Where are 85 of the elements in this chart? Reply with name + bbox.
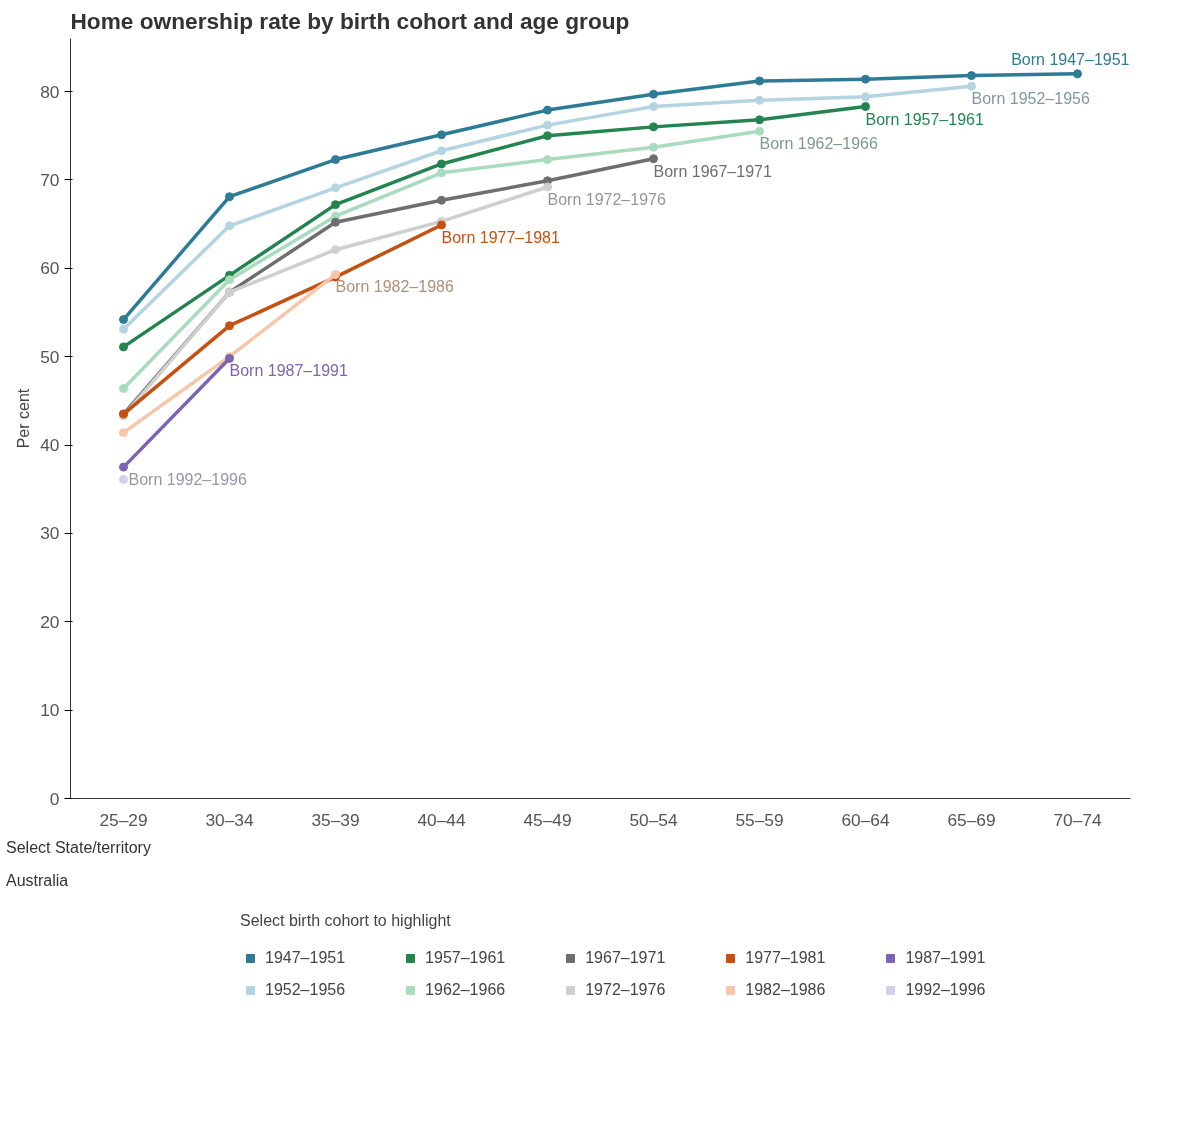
annotation: Born 1972–1976 bbox=[547, 190, 666, 208]
legend-label: 1992–1996 bbox=[905, 980, 986, 999]
y-tick-label: 80 bbox=[40, 81, 60, 102]
legend-label: 1987–1991 bbox=[905, 948, 986, 967]
point bbox=[543, 105, 552, 115]
annotation: Born 1962–1966 bbox=[759, 135, 878, 153]
point bbox=[331, 245, 340, 255]
annotation: Born 1952–1956 bbox=[971, 90, 1090, 108]
y-tick-label: 40 bbox=[40, 435, 60, 456]
x-tick-label: 25–29 bbox=[99, 809, 148, 830]
y-tick-label: 0 bbox=[49, 788, 60, 809]
point bbox=[119, 324, 128, 334]
point bbox=[331, 155, 340, 165]
point bbox=[331, 217, 340, 227]
annotation: Born 1967–1971 bbox=[653, 162, 772, 180]
y-tick-label: 30 bbox=[40, 523, 60, 544]
point bbox=[755, 126, 764, 136]
point bbox=[755, 115, 764, 125]
point bbox=[967, 81, 976, 91]
legend-label: 1952–1956 bbox=[265, 980, 346, 999]
legend-label: 1957–1961 bbox=[425, 948, 506, 967]
point bbox=[543, 182, 552, 192]
annotation: Born 1947–1951 bbox=[1011, 50, 1130, 68]
point bbox=[225, 192, 234, 202]
point bbox=[437, 159, 446, 169]
legend-label: 1962–1966 bbox=[425, 980, 506, 999]
legend-label: 1947–1951 bbox=[265, 948, 346, 967]
y-tick-label: 70 bbox=[40, 169, 60, 190]
point bbox=[649, 154, 658, 164]
point bbox=[225, 275, 234, 285]
point bbox=[225, 221, 234, 231]
point bbox=[649, 142, 658, 152]
text: Australia bbox=[6, 870, 69, 891]
annotation: Born 1957–1961 bbox=[865, 110, 984, 128]
x-tick-label: 50–54 bbox=[629, 809, 678, 830]
point bbox=[437, 146, 446, 156]
point bbox=[649, 89, 658, 99]
annotation: Born 1977–1981 bbox=[441, 228, 560, 246]
legend-label: 1982–1986 bbox=[745, 980, 826, 999]
point bbox=[543, 120, 552, 130]
point bbox=[119, 462, 128, 472]
point bbox=[119, 342, 128, 352]
point bbox=[861, 74, 870, 84]
legend-label: 1972–1976 bbox=[585, 980, 666, 999]
y-tick-label: 20 bbox=[40, 611, 60, 632]
point bbox=[861, 102, 870, 112]
text: Select State/territory bbox=[6, 838, 151, 858]
point bbox=[225, 321, 234, 331]
point bbox=[755, 76, 764, 86]
point bbox=[331, 183, 340, 193]
point bbox=[437, 195, 446, 205]
point bbox=[437, 220, 446, 230]
x-tick-label: 40–44 bbox=[417, 809, 466, 830]
y-tick-label: 50 bbox=[40, 346, 60, 367]
x-tick-label: 35–39 bbox=[311, 809, 360, 830]
legend-label: 1977–1981 bbox=[745, 948, 826, 967]
point bbox=[1073, 69, 1082, 79]
x-tick-label: 30–34 bbox=[205, 809, 254, 830]
point bbox=[119, 428, 128, 438]
point bbox=[755, 95, 764, 105]
point bbox=[437, 130, 446, 140]
legend-label: 1967–1971 bbox=[585, 948, 666, 967]
x-tick-label: 70–74 bbox=[1053, 809, 1102, 830]
point bbox=[543, 131, 552, 141]
annotation: Born 1982–1986 bbox=[335, 278, 454, 296]
legend-title: Select birth cohort to highlight bbox=[240, 911, 452, 930]
x-tick-label: 55–59 bbox=[735, 809, 784, 830]
point bbox=[543, 155, 552, 165]
point bbox=[119, 315, 128, 325]
x-tick-label: 45–49 bbox=[523, 809, 572, 830]
y-tick-label: 60 bbox=[40, 258, 60, 279]
point bbox=[649, 102, 658, 112]
point bbox=[437, 168, 446, 178]
x-tick-label: 65–69 bbox=[947, 809, 996, 830]
point bbox=[861, 92, 870, 102]
y-axis-title: Per cent bbox=[15, 388, 33, 449]
chart-title: Home ownership rate by birth cohort and age group bbox=[70, 7, 630, 34]
x-tick-label: 60–64 bbox=[841, 809, 890, 830]
annotation: Born 1992–1996 bbox=[128, 470, 247, 488]
point bbox=[331, 200, 340, 210]
point bbox=[119, 383, 128, 393]
point bbox=[649, 122, 658, 132]
annotation: Born 1987–1991 bbox=[229, 362, 348, 380]
y-tick-label: 10 bbox=[40, 700, 60, 721]
point bbox=[967, 71, 976, 81]
